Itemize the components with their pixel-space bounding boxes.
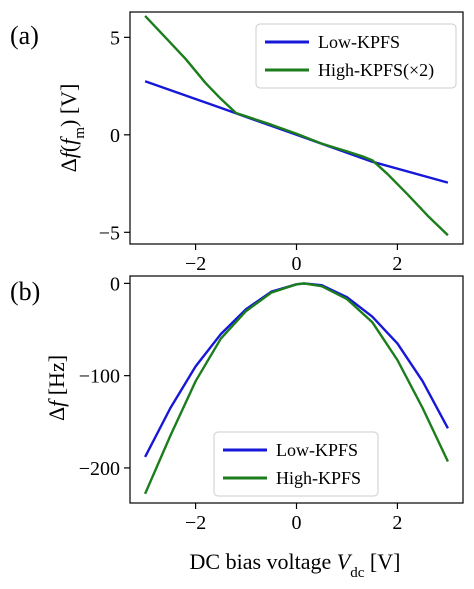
y-tick-label-a-1: 0 [110,125,120,147]
x-axis-label: DC bias voltage Vdc [V] [190,549,401,581]
legend-label-high-kpfs-b: High-KPFS [276,468,361,488]
x-tick-label-b-2: 2 [392,512,402,534]
ticks-group-b: −2 0 2 0 −100 −200 [79,273,403,534]
y-tick-label-a-2: 5 [110,27,120,49]
y-tick-label-a-0: −5 [99,222,120,244]
legend-label-low-kpfs-b: Low-KPFS [276,440,358,460]
panel-label-a: (a) [10,21,39,50]
y-tick-label-b-1: −100 [79,366,120,388]
panel-label-b: (b) [10,277,40,306]
x-tick-label-a-0: −2 [185,253,206,275]
legend-label-low-kpfs-a: Low-KPFS [318,32,400,52]
panel-b: (b) −2 0 2 0 −100 −200 Δf [Hz] DC bias voltag… [10,273,464,581]
series-line-a-1 [144,15,449,237]
legend-box-a [255,23,457,89]
y-axis-label-a: Δf(fm) [V] [56,84,88,173]
legend-b: Low-KPFS High-KPFS [213,431,379,497]
series-group-a [144,15,449,237]
legend-label-high-kpfs-a: High-KPFS(×2) [318,60,434,81]
x-tick-label-b-1: 0 [292,512,302,534]
x-tick-label-a-2: 2 [392,253,402,275]
x-tick-label-b-0: −2 [185,512,206,534]
series-line-a-0 [144,80,449,184]
panel-a: (a) −2 0 2 −5 0 5 Δf(fm) [V] Low-KPFS High-KP… [10,11,464,275]
series-line-b-1 [143,282,449,495]
series-group-b [143,282,449,495]
legend-a: Low-KPFS High-KPFS(×2) [255,23,457,89]
y-tick-label-b-2: −200 [79,458,120,480]
ticks-group-a: −2 0 2 −5 0 5 [99,27,403,275]
x-tick-label-a-1: 0 [292,253,302,275]
y-axis-label-b: Δf [Hz] [44,355,69,421]
y-tick-label-b-0: 0 [110,273,120,295]
legend-box-b [213,431,379,497]
